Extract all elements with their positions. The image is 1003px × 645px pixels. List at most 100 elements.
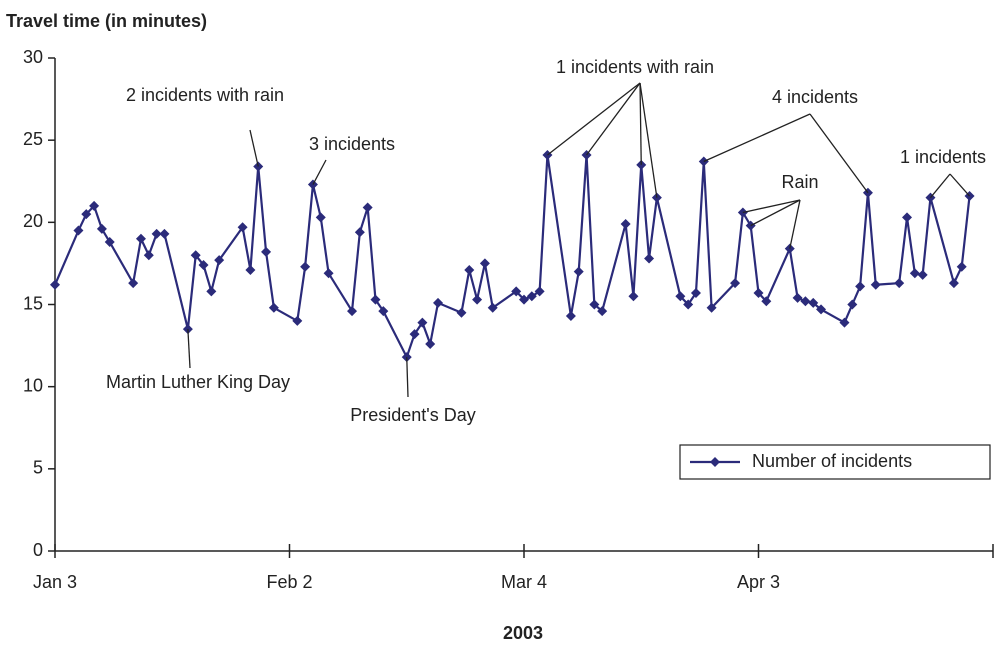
data-point xyxy=(190,250,201,261)
data-point xyxy=(909,268,920,279)
data-point xyxy=(73,225,84,236)
data-point xyxy=(96,223,107,234)
x-tick-label: Mar 4 xyxy=(501,572,547,592)
data-point xyxy=(597,306,608,317)
x-axis-title: 2003 xyxy=(503,623,543,643)
data-point xyxy=(50,279,60,290)
data-point xyxy=(315,212,326,223)
data-point xyxy=(237,222,248,233)
data-point xyxy=(706,302,717,313)
data-point xyxy=(870,279,881,290)
x-tick-label: Jan 3 xyxy=(33,572,77,592)
data-point xyxy=(589,299,600,310)
data-point xyxy=(323,268,334,279)
data-point xyxy=(690,287,701,298)
data-point xyxy=(917,269,928,280)
annotation: Rain xyxy=(781,172,818,192)
y-tick-label: 30 xyxy=(23,47,43,67)
data-point xyxy=(847,299,858,310)
annotation-leader xyxy=(547,82,641,156)
data-point xyxy=(816,304,827,315)
annotation: 2 incidents with rain xyxy=(126,85,284,105)
data-point xyxy=(433,297,444,308)
y-axis-title: Travel time (in minutes) xyxy=(6,11,207,31)
data-point xyxy=(511,286,522,297)
y-tick-label: 5 xyxy=(33,458,43,478)
y-tick-label: 20 xyxy=(23,211,43,231)
data-point xyxy=(573,266,584,277)
data-point xyxy=(800,296,811,307)
data-point xyxy=(644,253,655,264)
data-point xyxy=(894,278,905,289)
data-point xyxy=(487,302,498,313)
data-point xyxy=(362,202,373,213)
x-tick-label: Apr 3 xyxy=(737,572,780,592)
data-point xyxy=(104,237,115,248)
data-point xyxy=(534,286,545,297)
data-point xyxy=(370,294,381,305)
data-point xyxy=(464,264,475,275)
data-point xyxy=(956,261,967,272)
data-point xyxy=(902,212,913,223)
data-point xyxy=(409,329,420,340)
data-point xyxy=(245,264,256,275)
data-point xyxy=(135,233,146,244)
data-point xyxy=(378,306,389,317)
data-point xyxy=(730,278,741,289)
y-tick-label: 25 xyxy=(23,129,43,149)
data-point xyxy=(753,287,764,298)
annotation-leader xyxy=(249,129,259,167)
data-point xyxy=(417,317,428,328)
data-point xyxy=(855,281,866,292)
annotation: 1 incidents with rain xyxy=(556,57,714,77)
data-point xyxy=(808,297,819,308)
data-point xyxy=(354,227,365,238)
data-point xyxy=(268,302,279,313)
annotation-leader xyxy=(789,199,801,249)
annotation-leader xyxy=(703,113,811,163)
data-point xyxy=(261,246,272,257)
annotation: 3 incidents xyxy=(309,134,395,154)
data-point xyxy=(565,311,576,322)
legend-label: Number of incidents xyxy=(752,451,912,471)
annotation: 1 incidents xyxy=(900,147,986,167)
data-point xyxy=(620,218,631,229)
data-point xyxy=(151,228,162,239)
data-point xyxy=(683,299,694,310)
data-point xyxy=(300,261,311,272)
annotation-leader xyxy=(187,329,191,369)
annotation-leader xyxy=(949,173,971,197)
legend-marker xyxy=(710,457,720,467)
data-point xyxy=(456,307,467,318)
y-tick-label: 0 xyxy=(33,540,43,560)
data-point xyxy=(347,306,358,317)
annotation: 4 incidents xyxy=(772,87,858,107)
annotation-leader xyxy=(809,113,869,194)
annotation-leader xyxy=(639,82,642,165)
data-point xyxy=(526,291,537,302)
y-tick-label: 10 xyxy=(23,375,43,395)
y-tick-label: 15 xyxy=(23,293,43,313)
annotation-leader xyxy=(639,82,658,198)
data-point xyxy=(143,250,154,261)
annotation-leader xyxy=(750,199,801,227)
x-tick-label: Feb 2 xyxy=(266,572,312,592)
data-point xyxy=(761,296,772,307)
data-point xyxy=(628,291,639,302)
data-point xyxy=(472,294,483,305)
data-point xyxy=(792,292,803,303)
data-point xyxy=(675,291,686,302)
annotation: Martin Luther King Day xyxy=(106,372,290,392)
data-point xyxy=(425,338,436,349)
data-point xyxy=(214,255,225,266)
annotation: President's Day xyxy=(350,405,476,425)
data-point xyxy=(198,260,209,271)
data-point xyxy=(839,317,850,328)
data-point xyxy=(128,278,139,289)
annotation-leader xyxy=(586,82,641,156)
data-point xyxy=(479,258,490,269)
data-point xyxy=(81,209,92,220)
data-point xyxy=(89,200,100,211)
annotation-leader xyxy=(742,199,801,214)
